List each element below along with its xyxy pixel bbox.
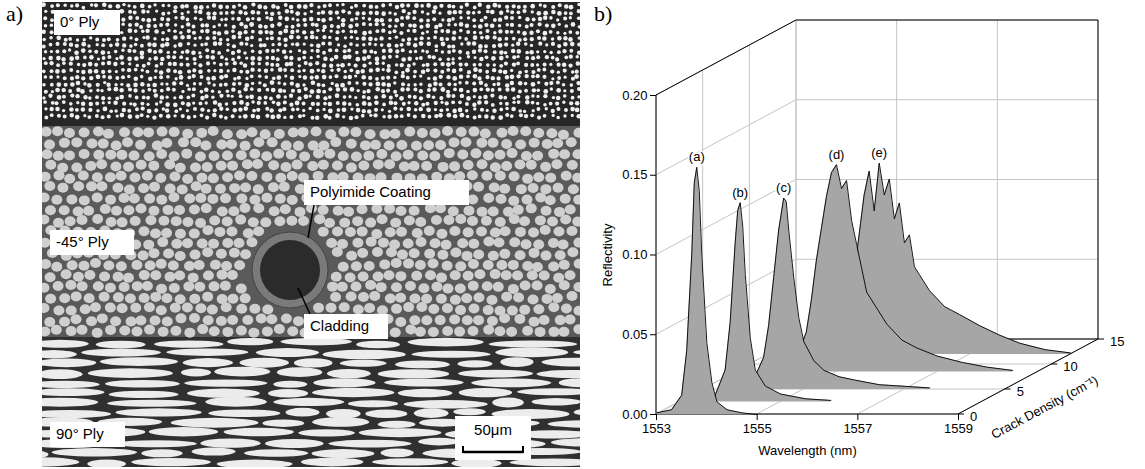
- svg-text:5: 5: [1017, 384, 1024, 399]
- svg-text:50μm: 50μm: [474, 421, 512, 438]
- svg-text:-45° Ply: -45° Ply: [56, 233, 109, 250]
- svg-text:1559: 1559: [944, 421, 973, 436]
- svg-text:0.00: 0.00: [622, 407, 647, 422]
- svg-text:Crack Density (cm⁻¹): Crack Density (cm⁻¹): [989, 373, 1101, 442]
- svg-text:10: 10: [1063, 359, 1077, 374]
- svg-text:(d): (d): [829, 147, 845, 162]
- svg-text:0.05: 0.05: [622, 327, 647, 342]
- svg-text:0.10: 0.10: [622, 247, 647, 262]
- svg-text:(c): (c): [776, 180, 791, 195]
- svg-text:0: 0: [970, 409, 977, 424]
- svg-text:1553: 1553: [642, 421, 671, 436]
- svg-text:(b): (b): [732, 185, 748, 200]
- svg-text:1557: 1557: [843, 421, 872, 436]
- svg-text:(a): (a): [689, 149, 705, 164]
- html-text:b): b): [594, 1, 613, 26]
- svg-text:Wavelength (nm): Wavelength (nm): [758, 443, 857, 458]
- svg-text:0° Ply: 0° Ply: [60, 13, 100, 30]
- svg-text:0.15: 0.15: [622, 167, 647, 182]
- svg-text:90° Ply: 90° Ply: [56, 425, 104, 442]
- html-text:a): a): [6, 1, 24, 26]
- svg-text:Reflectivity: Reflectivity: [600, 223, 615, 286]
- svg-text:(e): (e): [871, 145, 887, 160]
- svg-text:Polyimide Coating: Polyimide Coating: [310, 183, 431, 200]
- svg-text:0.20: 0.20: [622, 88, 647, 103]
- svg-text:1555: 1555: [743, 421, 772, 436]
- svg-text:15: 15: [1110, 334, 1124, 349]
- svg-text:Cladding: Cladding: [310, 317, 369, 334]
